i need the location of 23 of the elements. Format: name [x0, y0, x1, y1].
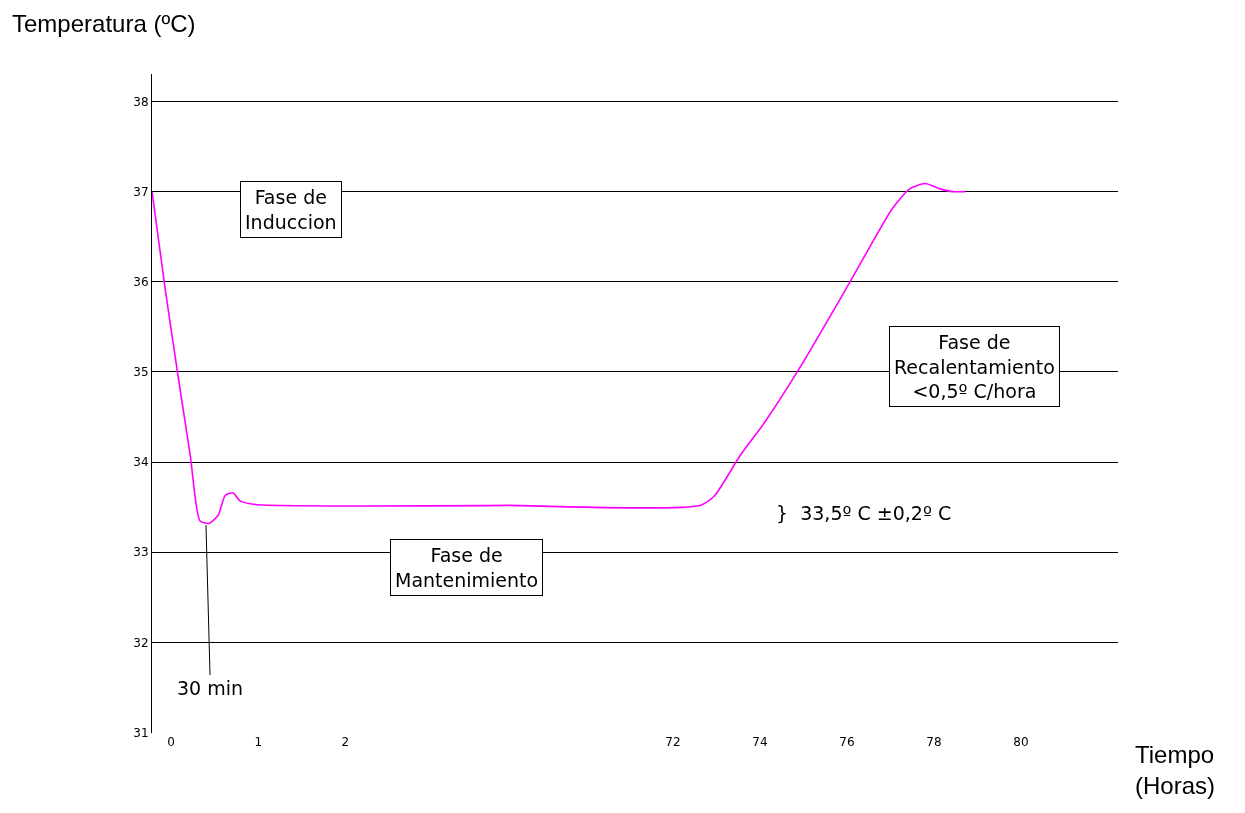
x-axis-title: Tiempo (Horas) [1135, 741, 1216, 800]
y-tick-label: 33 [133, 545, 149, 560]
y-tick-label: 35 [133, 365, 149, 380]
x-tick-label: 0 [167, 734, 175, 749]
annotation: 30 min [177, 677, 244, 699]
x-tick-label: 74 [752, 734, 768, 749]
x-tick-label: 2 [341, 734, 350, 749]
x-tick-label: 72 [665, 734, 681, 749]
annotation: Fase de Recalentamiento <0,5º C/hora [894, 331, 1055, 403]
x-tick-label: 78 [926, 734, 942, 749]
y-tick-label: 37 [133, 184, 149, 199]
y-axis-title: Temperatura (ºC) [12, 10, 196, 37]
x-tick-label: 1 [254, 734, 263, 749]
y-tick-label: 36 [133, 274, 149, 289]
y-tick-label: 31 [133, 725, 149, 740]
x-tick-label: 76 [839, 734, 855, 749]
y-tick-label: 34 [133, 455, 149, 470]
annotation: Fase de Induccion [245, 186, 337, 233]
y-tick-label: 32 [133, 635, 149, 650]
y-tick-label: 38 [133, 94, 149, 109]
x-tick-label: 80 [1013, 734, 1029, 749]
annotation: Fase de Mantenimiento [395, 544, 539, 591]
annotation: } 33,5º C ±0,2º C [776, 502, 952, 524]
